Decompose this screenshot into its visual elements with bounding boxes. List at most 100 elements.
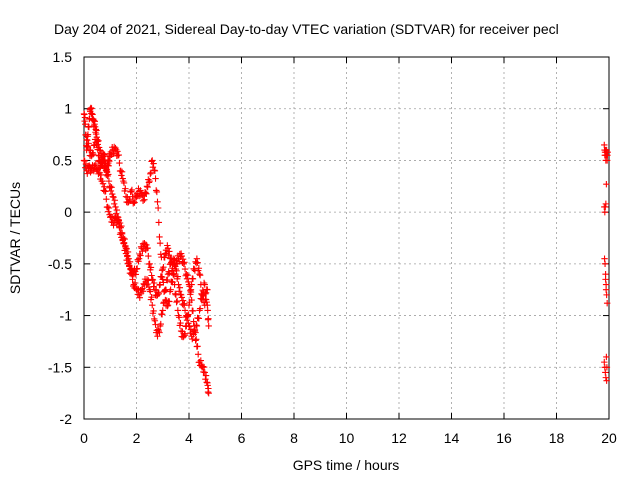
data-point	[88, 105, 95, 112]
data-point	[195, 265, 203, 272]
data-point	[191, 327, 198, 335]
data-point	[173, 297, 181, 305]
data-point	[150, 283, 157, 290]
data-point	[150, 307, 157, 315]
data-point	[179, 256, 187, 263]
data-point	[189, 307, 197, 315]
data-point	[152, 187, 160, 194]
data-point	[101, 151, 108, 159]
data-point	[197, 357, 205, 364]
data-point	[164, 245, 172, 252]
data-point	[155, 290, 163, 298]
data-point	[161, 254, 168, 261]
data-point	[193, 260, 200, 267]
data-point	[604, 148, 611, 156]
data-point	[145, 176, 152, 183]
data-point	[603, 364, 611, 371]
data-point	[194, 343, 201, 350]
data-point	[170, 272, 178, 279]
data-point	[205, 389, 212, 397]
data-point	[102, 164, 109, 172]
data-point	[122, 185, 129, 192]
y-tick-label: 1	[64, 101, 72, 117]
data-point	[110, 222, 117, 229]
data-point	[112, 203, 119, 211]
data-point	[147, 170, 154, 178]
data-point	[201, 302, 208, 309]
data-point	[139, 285, 146, 292]
data-point	[154, 289, 162, 296]
data-point	[601, 260, 609, 268]
data-point	[99, 180, 107, 187]
y-axis-label: SDTVAR / TECUs	[7, 182, 23, 294]
data-point	[146, 177, 153, 185]
data-point	[166, 248, 173, 255]
data-point	[603, 377, 610, 384]
x-tick-label: 8	[290, 430, 298, 446]
data-point	[184, 272, 191, 279]
data-point	[157, 320, 164, 328]
data-point	[151, 167, 159, 174]
data-point	[112, 210, 120, 217]
data-point	[151, 317, 159, 324]
y-tick-label: -2	[60, 411, 73, 427]
data-point	[167, 255, 174, 262]
y-axis: 1.5 1 0.5 0 -0.5 -1 -1.5 -2	[48, 49, 609, 427]
data-point	[154, 326, 162, 333]
data-point	[147, 264, 155, 271]
data-point	[198, 291, 206, 299]
data-point	[156, 233, 163, 241]
data-point	[176, 284, 184, 291]
data-points	[80, 104, 611, 397]
data-point	[97, 154, 105, 161]
data-point	[145, 179, 153, 186]
data-point	[139, 247, 146, 255]
data-point	[170, 271, 177, 278]
data-point	[171, 281, 178, 288]
data-point	[150, 160, 157, 167]
data-point	[116, 159, 123, 167]
data-point	[142, 189, 149, 197]
data-point	[181, 259, 188, 266]
x-tick-label: 6	[238, 430, 246, 446]
data-point	[85, 123, 93, 131]
data-point	[155, 219, 163, 226]
data-point	[204, 307, 211, 314]
data-point	[84, 143, 92, 151]
data-point	[200, 363, 208, 371]
data-point	[104, 203, 111, 211]
data-point	[115, 216, 122, 224]
data-point	[141, 189, 149, 196]
data-point	[101, 183, 108, 191]
data-point	[84, 170, 91, 177]
data-point	[105, 208, 112, 215]
x-tick-label: 0	[80, 430, 88, 446]
data-point	[193, 321, 200, 329]
data-point	[154, 333, 161, 340]
data-point	[143, 183, 151, 190]
data-point	[91, 118, 99, 125]
y-tick-label: -1.5	[48, 359, 72, 375]
data-point	[100, 157, 107, 165]
data-point	[84, 131, 92, 138]
data-point	[144, 183, 151, 191]
data-point	[149, 157, 156, 164]
data-point	[189, 275, 197, 283]
data-point	[177, 319, 184, 327]
data-point	[118, 222, 125, 230]
grid-lines	[84, 57, 609, 419]
x-tick-label: 16	[496, 430, 512, 446]
data-point	[130, 198, 138, 205]
data-point	[135, 255, 143, 262]
data-point	[178, 252, 185, 260]
data-point	[138, 286, 145, 293]
data-point	[130, 200, 137, 207]
data-point	[174, 307, 182, 314]
x-tick-label: 10	[339, 430, 355, 446]
data-point	[185, 302, 193, 309]
data-point	[91, 162, 98, 169]
data-point	[195, 315, 203, 322]
data-point	[117, 224, 124, 231]
data-point	[106, 158, 113, 165]
data-point	[129, 272, 136, 279]
